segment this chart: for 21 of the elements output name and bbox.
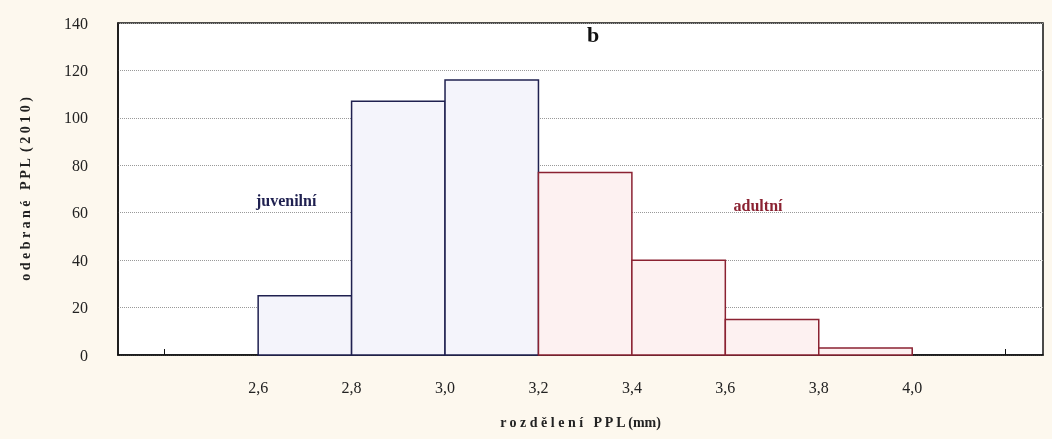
x-tick-label: 3,0	[435, 378, 456, 396]
y-tick-label: 0	[80, 346, 88, 364]
y-tick-label: 80	[72, 156, 88, 174]
x-tick-label: 2,6	[248, 378, 269, 396]
y-tick-label: 120	[64, 61, 88, 79]
y-axis-title: o d e b r a n é P P L ( 2 0 1 0 )	[17, 96, 34, 281]
x-tick-label: 3,6	[715, 378, 736, 396]
x-tick-label: 3,8	[808, 378, 829, 396]
y-tick-label: 100	[64, 109, 88, 127]
y-tick-label: 40	[72, 251, 88, 269]
y-tick-label: 20	[72, 299, 88, 317]
text: juvenilní	[254, 192, 317, 211]
x-tick-label: 3,2	[528, 378, 549, 396]
y-tick-label: 60	[72, 204, 88, 222]
chart-title: b	[586, 21, 600, 47]
x-tick-label: 4,0	[902, 378, 923, 396]
x-axis-title: r o z d ě l e n í P P L (mm)	[500, 414, 662, 431]
y-tick-label: 140	[64, 14, 88, 32]
text: adultní	[733, 197, 784, 215]
x-tick-label: 3,4	[621, 378, 642, 396]
x-tick-label: 2,8	[341, 378, 362, 396]
